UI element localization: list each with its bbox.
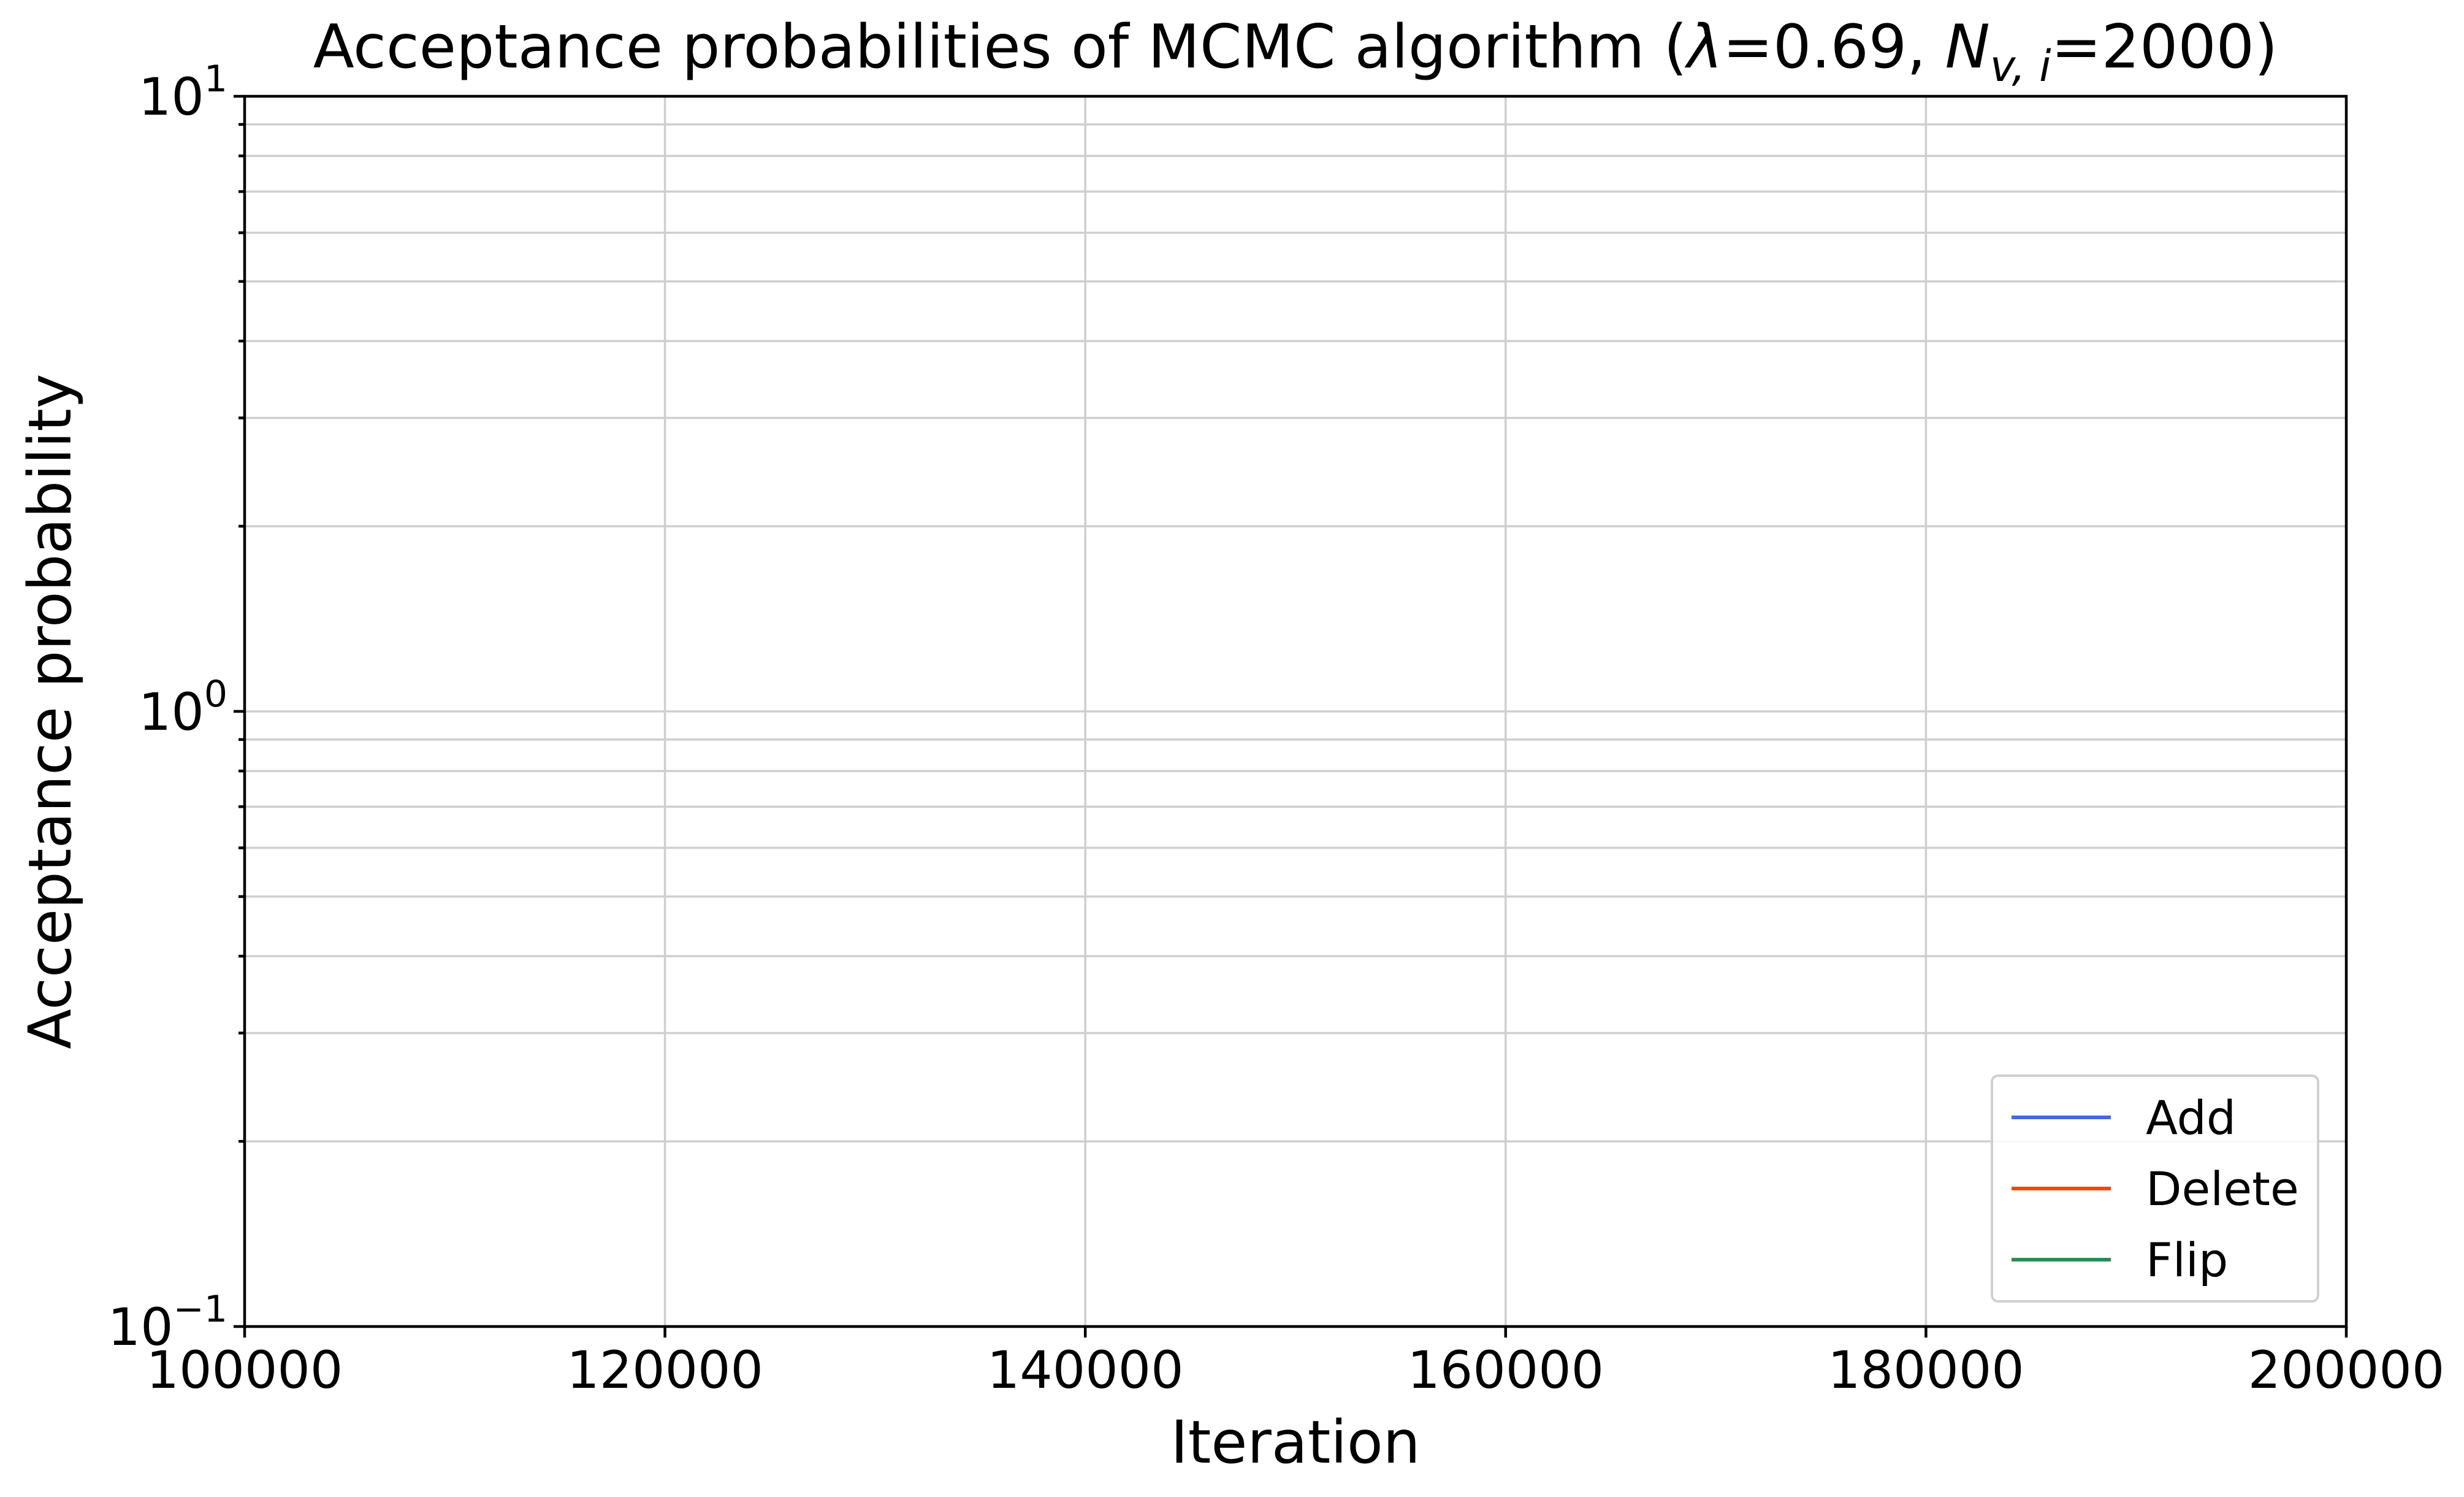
x-tick-label: 160000 [1407, 1340, 1604, 1400]
x-tick-label: 200000 [2248, 1340, 2445, 1400]
x-tick-label: 100000 [147, 1340, 343, 1400]
x-tick-label: 120000 [566, 1340, 763, 1400]
x-tick-label: 140000 [987, 1340, 1184, 1400]
x-axis-label: Iteration [1170, 1408, 1420, 1477]
chart-title: Acceptance probabilities of MCMC algorit… [313, 12, 2278, 91]
x-tick-label: 180000 [1828, 1340, 2024, 1400]
grid [243, 96, 2348, 1328]
y-tick-label: 101 [139, 58, 227, 127]
ticks: 100000 120000 140000 160000 180000 200000 10−1… [108, 58, 2445, 1400]
legend: Add Delete Flip [1991, 1074, 2319, 1303]
legend-frame [1991, 1074, 2319, 1303]
y-tick-label: 100 [139, 673, 227, 742]
legend-label-add: Add [2146, 1090, 2236, 1145]
legend-label-flip: Flip [2146, 1233, 2228, 1287]
y-axis-label: Acceptance probability [16, 373, 85, 1049]
y-tick-label: 10−1 [108, 1288, 227, 1357]
legend-label-delete: Delete [2146, 1162, 2299, 1216]
